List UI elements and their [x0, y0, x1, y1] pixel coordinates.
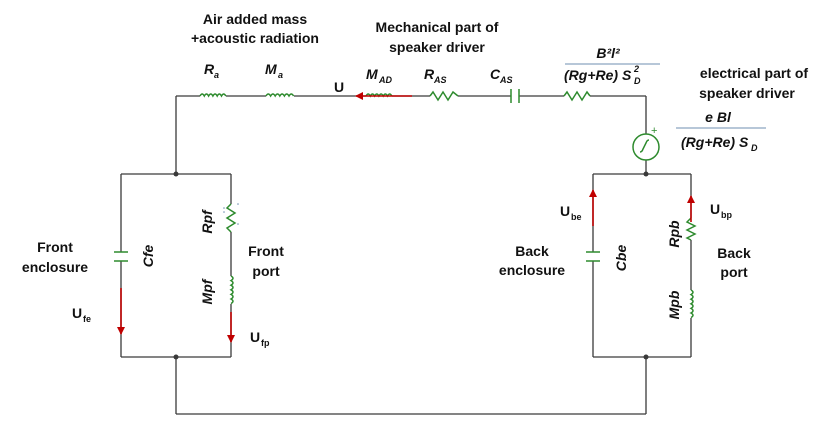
- resistor-fraction-den-sub: D: [634, 76, 641, 86]
- ras-label: R AS: [424, 66, 447, 85]
- ufe-label-main: U: [72, 305, 82, 321]
- mechanical-part-label-line1: Mechanical part of: [376, 19, 499, 35]
- u-main-label: U: [334, 79, 344, 95]
- ma-label-sub: a: [278, 70, 283, 80]
- cas-label: C AS: [490, 66, 513, 85]
- ra-label-sub: a: [214, 70, 219, 80]
- ube-label-sub: be: [571, 212, 582, 222]
- front-port-label-line1: Front: [248, 243, 284, 259]
- ufe-label: U fe: [72, 305, 91, 324]
- voltage-source-step-icon: [639, 139, 650, 153]
- ufe-label-sub: fe: [83, 314, 91, 324]
- source-fraction-denominator: (Rg+Re) S: [681, 134, 749, 150]
- cas-label-main: C: [490, 66, 501, 82]
- back-enclosure-label-line2: enclosure: [499, 262, 565, 278]
- front-port-label-line2: port: [252, 263, 280, 279]
- front-enclosure-label-line2: enclosure: [22, 259, 88, 275]
- source-fraction-den-sub: D: [751, 143, 758, 153]
- ras-label-main: R: [424, 66, 435, 82]
- rpb-label: Rpb: [666, 220, 682, 248]
- resistor-fraction: B²l² (Rg+Re) S D 2: [564, 45, 660, 86]
- rpf-dot-marks: [223, 203, 239, 225]
- mechanical-part-label-line2: speaker driver: [389, 39, 485, 55]
- ubp-label-sub: bp: [721, 210, 732, 220]
- electrical-part-label-line2: speaker driver: [699, 85, 795, 101]
- ma-inductor-symbol: [265, 93, 295, 98]
- ubp-label-main: U: [710, 201, 720, 217]
- air-added-mass-label-line1: Air added mass: [203, 11, 307, 27]
- ufp-label-sub: fp: [261, 338, 270, 348]
- air-added-mass-label-line2: +acoustic radiation: [191, 30, 319, 46]
- circuit-wires: [120, 95, 692, 415]
- cbe-label: Cbe: [613, 245, 629, 272]
- resistor-fraction-den-sup: 2: [633, 64, 639, 74]
- rpf-label: Rpf: [199, 209, 215, 234]
- source-fraction-numerator: e Bl: [705, 109, 732, 125]
- ma-label: M a: [265, 61, 283, 80]
- ras-label-sub: AS: [433, 75, 447, 85]
- rpb-resistor-symbol: [685, 217, 697, 241]
- back-enclosure-label-line1: Back: [515, 243, 549, 259]
- front-enclosure-label-line1: Front: [37, 239, 73, 255]
- components: [114, 89, 697, 319]
- mad-label: M AD: [366, 66, 392, 85]
- mpb-inductor-symbol: [689, 289, 694, 319]
- ra-label: R a: [204, 61, 219, 80]
- ube-label-main: U: [560, 203, 570, 219]
- voltage-source-symbol: [632, 133, 660, 161]
- ufp-label-main: U: [250, 329, 260, 345]
- ma-label-main: M: [265, 61, 277, 77]
- mpf-label: Mpf: [199, 278, 215, 304]
- ras-resistor-symbol: [429, 90, 459, 102]
- ra-label-main: R: [204, 61, 215, 77]
- resistor-fraction-numerator: B²l²: [596, 45, 620, 61]
- back-port-label-line2: port: [720, 264, 748, 280]
- resistor-fraction-denominator: (Rg+Re) S: [564, 67, 632, 83]
- electrical-resistor-symbol: [563, 90, 591, 102]
- cas-label-sub: AS: [499, 75, 513, 85]
- rpf-resistor-symbol: [225, 203, 237, 233]
- mad-label-sub: AD: [378, 75, 392, 85]
- ra-inductor-symbol: [199, 93, 227, 98]
- ube-label: U be: [560, 203, 582, 222]
- source-fraction: e Bl (Rg+Re) S D: [676, 109, 766, 153]
- junction-dots: [173, 171, 649, 360]
- mad-label-main: M: [366, 66, 378, 82]
- source-plus-sign: +: [651, 125, 657, 137]
- mpf-inductor-symbol: [229, 275, 234, 305]
- flow-arrows: [117, 92, 695, 343]
- ufp-label: U fp: [250, 329, 270, 348]
- electrical-part-label-line1: electrical part of: [700, 65, 808, 81]
- ubp-label: U bp: [710, 201, 732, 220]
- mpb-label: Mpb: [666, 290, 682, 319]
- back-port-label-line1: Back: [717, 245, 751, 261]
- cfe-label: Cfe: [140, 245, 156, 268]
